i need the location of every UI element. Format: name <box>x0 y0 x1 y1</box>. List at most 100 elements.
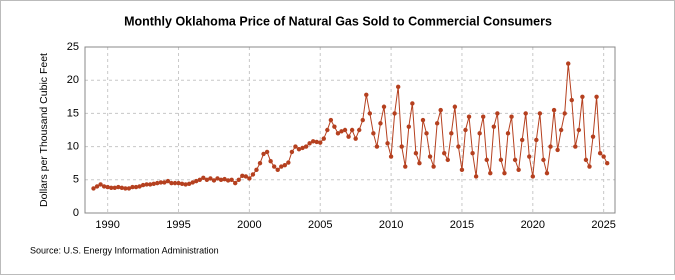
data-point <box>484 157 489 163</box>
data-point <box>417 161 422 166</box>
data-point <box>91 186 96 191</box>
data-point <box>303 144 309 149</box>
data-point <box>133 184 139 190</box>
data-point <box>427 154 433 159</box>
data-point <box>406 124 412 129</box>
data-point <box>155 180 160 186</box>
data-point <box>551 107 557 113</box>
data-point <box>243 174 249 179</box>
y-tick-label: 5 <box>73 174 79 186</box>
data-point <box>300 145 305 151</box>
data-point <box>247 176 252 181</box>
data-point <box>236 177 241 182</box>
data-point <box>158 180 164 185</box>
data-point <box>357 127 362 133</box>
data-point <box>197 177 202 182</box>
data-point <box>399 144 404 149</box>
data-point <box>119 185 125 190</box>
data-point <box>310 139 316 144</box>
data-point <box>261 151 266 157</box>
data-point <box>442 151 447 156</box>
data-point <box>519 137 525 143</box>
data-point <box>335 131 341 136</box>
data-point <box>137 184 142 189</box>
data-point <box>590 134 596 139</box>
data-point <box>374 144 380 149</box>
data-point <box>413 151 419 156</box>
data-point <box>403 164 408 169</box>
data-point <box>105 184 110 190</box>
data-point <box>541 157 546 163</box>
data-point <box>332 124 337 129</box>
data-point <box>558 127 564 133</box>
data-point <box>201 175 206 181</box>
data-point <box>116 184 121 190</box>
data-point <box>449 131 454 136</box>
data-point <box>360 117 365 123</box>
data-point <box>488 170 493 176</box>
data-point <box>555 147 560 153</box>
x-tick-label: 2020 <box>521 219 545 231</box>
data-point <box>257 161 263 166</box>
data-point <box>254 167 259 173</box>
data-point <box>587 164 592 169</box>
data-point <box>594 94 599 100</box>
data-point <box>530 174 536 179</box>
data-point <box>392 111 397 116</box>
data-point <box>395 84 401 90</box>
data-point <box>342 127 348 133</box>
data-point <box>371 131 376 136</box>
data-point <box>229 177 234 182</box>
data-point <box>491 124 497 129</box>
data-point <box>445 157 450 163</box>
data-point <box>286 160 291 165</box>
data-point <box>566 61 571 66</box>
data-point <box>222 176 227 182</box>
data-point <box>512 157 518 163</box>
data-point <box>509 114 514 119</box>
data-point <box>523 111 528 116</box>
data-point <box>424 131 429 136</box>
data-point <box>583 157 589 163</box>
data-point <box>225 178 231 183</box>
data-point <box>481 114 486 119</box>
x-tick-label: 2025 <box>591 219 615 231</box>
data-point <box>452 104 458 109</box>
data-point <box>172 180 178 186</box>
data-point <box>94 184 100 189</box>
data-point <box>459 167 465 173</box>
y-tick-label: 20 <box>67 74 79 86</box>
data-point <box>353 136 358 141</box>
data-point <box>179 181 185 186</box>
y-tick-label: 15 <box>67 107 79 119</box>
plot-border <box>84 46 616 214</box>
data-point <box>548 144 553 149</box>
data-point <box>473 174 479 179</box>
data-point <box>318 140 323 145</box>
data-point <box>186 181 192 186</box>
x-tick-label: 1995 <box>166 219 190 231</box>
data-point <box>271 164 277 169</box>
data-point <box>250 172 256 177</box>
data-point <box>112 185 117 190</box>
data-point <box>240 173 245 179</box>
data-point <box>264 149 270 155</box>
data-point <box>388 154 394 159</box>
data-point <box>537 111 543 116</box>
data-point <box>289 149 295 155</box>
data-point <box>130 184 135 190</box>
x-tick-label: 2015 <box>450 219 474 231</box>
data-point <box>147 182 153 187</box>
data-point <box>463 127 468 133</box>
data-point <box>233 180 238 186</box>
data-point <box>211 178 217 183</box>
data-point <box>569 97 574 103</box>
x-tick-label: 2005 <box>308 219 332 231</box>
data-point <box>126 186 132 191</box>
data-point <box>268 159 273 164</box>
data-point <box>190 180 195 185</box>
data-point <box>339 129 344 134</box>
data-point <box>218 177 224 182</box>
y-axis-label: Dollars per Thousand Cubic Feet <box>38 53 50 207</box>
